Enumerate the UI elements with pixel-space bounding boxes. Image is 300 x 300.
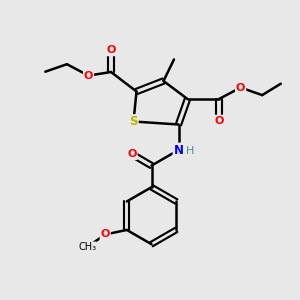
Text: S: S xyxy=(129,115,138,128)
Text: O: O xyxy=(214,116,224,126)
Text: O: O xyxy=(236,82,245,93)
Text: CH₃: CH₃ xyxy=(78,242,96,252)
Text: H: H xyxy=(186,146,194,157)
Text: O: O xyxy=(127,149,137,159)
Text: O: O xyxy=(106,45,116,56)
Text: O: O xyxy=(84,70,93,81)
Text: O: O xyxy=(100,230,110,239)
Text: N: N xyxy=(173,143,184,157)
